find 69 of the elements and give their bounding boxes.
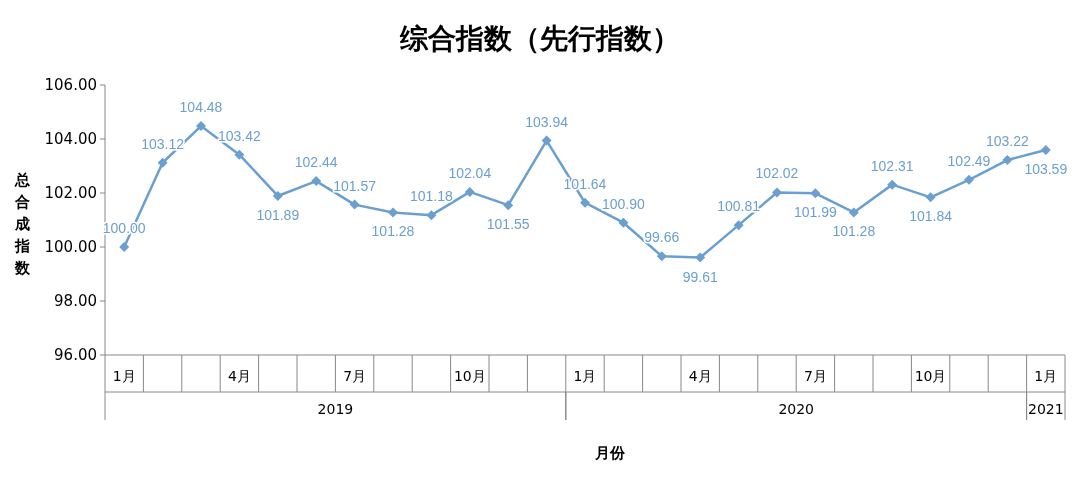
point [695, 252, 706, 263]
point [772, 187, 782, 198]
point [580, 197, 590, 208]
point [848, 207, 859, 218]
data-label: 103.59 [1024, 161, 1068, 178]
point [656, 251, 667, 262]
data-label: 101.55 [486, 216, 530, 233]
point [618, 217, 629, 228]
y-axis-title: 总合成指数 [13, 171, 31, 277]
text: 2021 [1027, 401, 1064, 417]
data-label: 99.61 [682, 268, 718, 285]
text: 2020 [778, 401, 815, 417]
data-label: 103.12 [141, 135, 184, 152]
point [964, 174, 974, 185]
x-tick-label: 1月 [112, 368, 136, 384]
x-tick-label: 4月 [227, 368, 251, 384]
point [311, 176, 322, 187]
x-tick-label: 7月 [343, 368, 367, 384]
data-label: 102.02 [755, 165, 799, 182]
data-label: 103.22 [986, 133, 1029, 150]
text: 2019 [317, 401, 354, 417]
x-tick-label: 7月 [803, 368, 827, 384]
data-label: 100.81 [717, 198, 760, 215]
data-label: 103.94 [525, 113, 568, 130]
point [196, 121, 206, 132]
data-label: 103.42 [218, 127, 261, 144]
x-tick-label: 4月 [688, 368, 712, 384]
y-tick-label: 96.00 [54, 346, 97, 364]
y-tick-label: 102.00 [44, 184, 97, 202]
point [426, 210, 437, 221]
data-label: 101.28 [371, 223, 415, 240]
point [157, 157, 168, 168]
y-tick-label: 106.00 [44, 76, 97, 94]
point [234, 149, 245, 160]
point [272, 190, 283, 201]
data-label: 102.49 [947, 152, 991, 169]
point [119, 242, 130, 252]
point [388, 207, 398, 218]
data-label: 100.90 [602, 195, 645, 212]
x-axis-title: 月份 [594, 444, 626, 462]
y-tick-label: 100.00 [44, 238, 97, 256]
data-label: 104.48 [179, 99, 223, 116]
data-label: 101.57 [333, 177, 376, 194]
point [810, 188, 821, 199]
data-label: 102.44 [294, 154, 338, 171]
data-label: 101.99 [794, 204, 837, 221]
data-label: 101.18 [410, 188, 453, 205]
point [925, 192, 936, 203]
point [349, 199, 360, 210]
data-label: 101.28 [832, 223, 876, 240]
x-tick-label: 10月 [453, 368, 486, 384]
data-label: 99.66 [644, 229, 680, 246]
x-tick-label: 1月 [1034, 368, 1058, 384]
chart-title: 综合指数（先行指数） [399, 22, 680, 55]
data-label: 102.04 [448, 164, 492, 181]
point [541, 135, 552, 146]
point [503, 200, 514, 211]
data-label: 102.31 [870, 157, 914, 174]
point [887, 179, 898, 190]
y-tick-label: 98.00 [54, 292, 97, 310]
point [1002, 155, 1013, 166]
y-tick-label: 104.00 [44, 130, 97, 148]
data-label: 101.84 [909, 208, 952, 225]
x-tick-label: 1月 [573, 368, 597, 384]
data-label: 101.89 [256, 206, 300, 223]
point [733, 220, 744, 231]
point [1040, 145, 1051, 156]
point [464, 186, 475, 197]
x-tick-label: 10月 [914, 368, 947, 384]
